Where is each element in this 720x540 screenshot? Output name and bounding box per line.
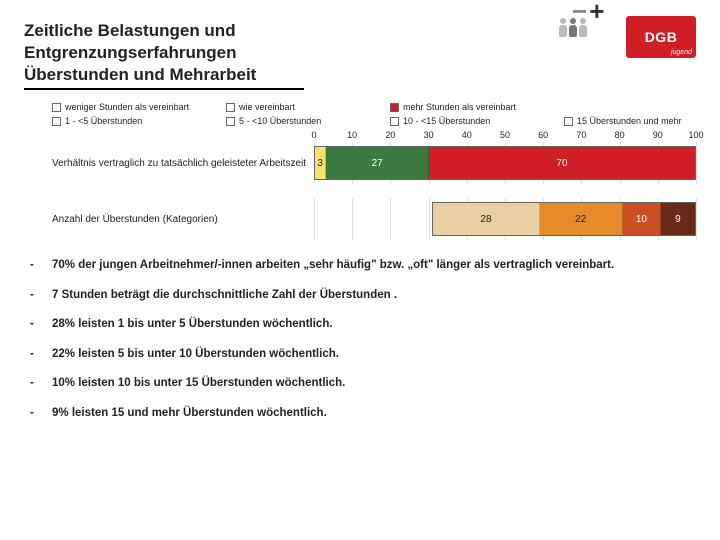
- title-line-2: Entgrenzungserfahrungen: [24, 42, 696, 64]
- legend-swatch: [226, 117, 235, 126]
- legend-swatch: [226, 103, 235, 112]
- bullet-item: -9% leisten 15 und mehr Überstunden wöch…: [30, 406, 696, 422]
- bullet-text: 22% leisten 5 bis unter 10 Überstunden w…: [52, 347, 696, 363]
- axis-tick: 100: [688, 130, 703, 140]
- axis-tick: 40: [462, 130, 472, 140]
- axis-tick: 90: [653, 130, 663, 140]
- axis-tick: 30: [424, 130, 434, 140]
- bar-row: Verhältnis vertraglich zu tatsächlich ge…: [52, 146, 696, 180]
- axis-tick: 10: [347, 130, 357, 140]
- axis-tick: 60: [538, 130, 548, 140]
- bullet-text: 70% der jungen Arbeitnehmer/-innen arbei…: [52, 258, 696, 274]
- bullet-dash: -: [30, 406, 52, 422]
- bar-area: 2822109: [314, 202, 696, 236]
- plus-minus-icon: −+: [572, 0, 604, 24]
- stacked-bar-chart: 0102030405060708090100 Verhältnis vertra…: [52, 130, 696, 236]
- axis-tick: 50: [500, 130, 510, 140]
- bullet-dash: -: [30, 376, 52, 392]
- legend-item: 15 Überstunden und mehr: [564, 116, 720, 126]
- bullet-dash: -: [30, 347, 52, 363]
- legend-label: 15 Überstunden und mehr: [577, 116, 682, 126]
- bar-label: Anzahl der Überstunden (Kategorien): [52, 214, 314, 225]
- legend-item: [564, 102, 720, 112]
- page-title: Zeitliche Belastungen und Entgrenzungser…: [24, 20, 696, 90]
- axis-tick: 80: [615, 130, 625, 140]
- title-line-3: Überstunden und Mehrarbeit: [24, 64, 696, 86]
- legend-swatch: [564, 117, 573, 126]
- legend-item: wie vereinbart: [226, 102, 386, 112]
- bullet-text: 10% leisten 10 bis unter 15 Überstunden …: [52, 376, 696, 392]
- chart-legend: weniger Stunden als vereinbart wie verein…: [52, 102, 696, 126]
- bar-segment: 3: [315, 147, 326, 179]
- axis-tick: 0: [311, 130, 316, 140]
- bar-segment: 28: [433, 203, 539, 235]
- logo-text: DGB: [645, 29, 678, 45]
- axis-tick: 20: [385, 130, 395, 140]
- x-axis: 0102030405060708090100: [314, 130, 696, 144]
- legend-item: 10 - <15 Überstunden: [390, 116, 560, 126]
- bullet-item: -7 Stunden beträgt die durchschnittliche…: [30, 288, 696, 304]
- bar-segment: 27: [326, 147, 429, 179]
- bullet-text: 9% leisten 15 und mehr Überstunden wöche…: [52, 406, 696, 422]
- bullet-text: 28% leisten 1 bis unter 5 Überstunden wö…: [52, 317, 696, 333]
- bar-area: 32770: [314, 146, 696, 180]
- legend-swatch: [52, 103, 61, 112]
- bar-label: Verhältnis vertraglich zu tatsächlich ge…: [52, 158, 314, 169]
- legend-item: weniger Stunden als vereinbart: [52, 102, 222, 112]
- bullet-list: -70% der jungen Arbeitnehmer/-innen arbe…: [30, 258, 696, 421]
- bullet-text: 7 Stunden beträgt die durchschnittliche …: [52, 288, 696, 304]
- axis-tick: 70: [576, 130, 586, 140]
- bullet-item: -70% der jungen Arbeitnehmer/-innen arbe…: [30, 258, 696, 274]
- bullet-item: -10% leisten 10 bis unter 15 Überstunden…: [30, 376, 696, 392]
- bullet-item: -22% leisten 5 bis unter 10 Überstunden …: [30, 347, 696, 363]
- bar-segment: 9: [661, 203, 695, 235]
- bullet-dash: -: [30, 288, 52, 304]
- legend-label: wie vereinbart: [239, 102, 295, 112]
- bar-segment: 10: [623, 203, 661, 235]
- legend-label: weniger Stunden als vereinbart: [65, 102, 189, 112]
- legend-item: 1 - <5 Überstunden: [52, 116, 222, 126]
- bullet-dash: -: [30, 317, 52, 333]
- bar-row: Anzahl der Überstunden (Kategorien)28221…: [52, 202, 696, 236]
- bullet-item: -28% leisten 1 bis unter 5 Überstunden w…: [30, 317, 696, 333]
- legend-item: mehr Stunden als vereinbart: [390, 102, 560, 112]
- legend-label: 5 - <10 Überstunden: [239, 116, 321, 126]
- bullet-dash: -: [30, 258, 52, 274]
- logo-sub: jugend: [671, 49, 692, 56]
- bar-segment: 70: [429, 147, 695, 179]
- legend-label: 10 - <15 Überstunden: [403, 116, 490, 126]
- legend-item: 5 - <10 Überstunden: [226, 116, 386, 126]
- legend-label: mehr Stunden als vereinbart: [403, 102, 516, 112]
- legend-swatch: [52, 117, 61, 126]
- legend-swatch: [390, 103, 399, 112]
- bar-segment: 22: [540, 203, 623, 235]
- legend-label: 1 - <5 Überstunden: [65, 116, 142, 126]
- logo: −+ DGB jugend: [626, 16, 696, 58]
- legend-swatch: [390, 117, 399, 126]
